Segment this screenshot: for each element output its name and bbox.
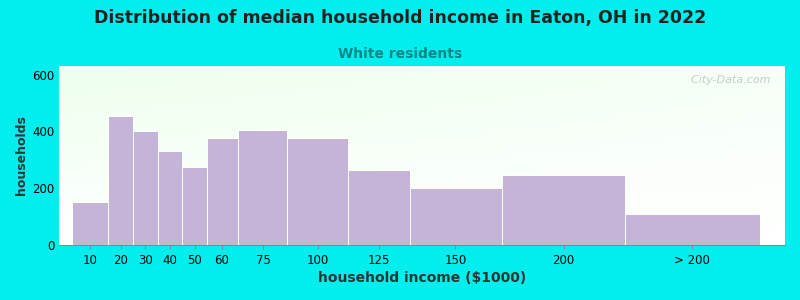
Bar xyxy=(502,175,625,245)
Bar xyxy=(133,131,158,245)
Bar xyxy=(348,169,410,245)
Text: City-Data.com: City-Data.com xyxy=(684,75,770,85)
Bar xyxy=(158,151,182,245)
Text: White residents: White residents xyxy=(338,46,462,61)
X-axis label: household income ($1000): household income ($1000) xyxy=(318,271,526,285)
Bar xyxy=(109,116,133,245)
Bar xyxy=(71,202,109,245)
Bar xyxy=(238,130,287,245)
Bar xyxy=(625,214,760,245)
Bar xyxy=(410,188,502,245)
Bar xyxy=(287,138,348,245)
Bar xyxy=(207,138,238,245)
Y-axis label: households: households xyxy=(15,116,28,195)
Bar xyxy=(182,167,207,245)
Text: Distribution of median household income in Eaton, OH in 2022: Distribution of median household income … xyxy=(94,9,706,27)
